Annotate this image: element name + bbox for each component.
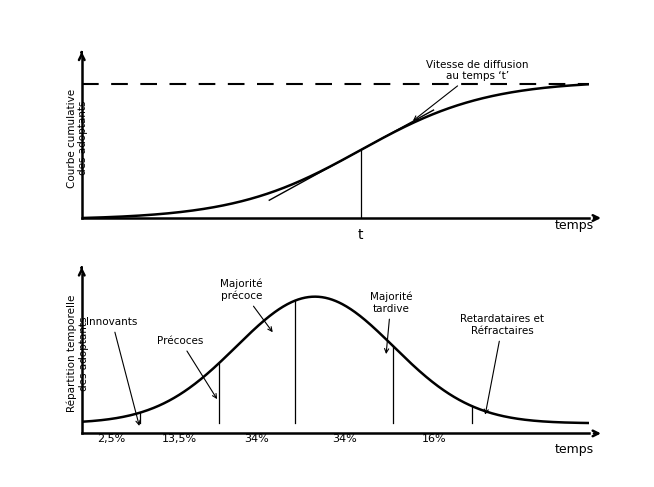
Text: 34%: 34%	[332, 434, 356, 444]
Text: Retardataires et
Réfractaires: Retardataires et Réfractaires	[460, 314, 544, 413]
Text: temps: temps	[555, 443, 594, 455]
Text: 16%: 16%	[422, 434, 446, 444]
Text: 2,5%: 2,5%	[97, 434, 126, 444]
Text: 13,5%: 13,5%	[162, 434, 197, 444]
Text: t: t	[358, 228, 363, 242]
Text: 34%: 34%	[244, 434, 269, 444]
Text: Majorité
tardive: Majorité tardive	[370, 292, 412, 353]
Text: Innovants: Innovants	[86, 317, 140, 425]
Text: Vitesse de diffusion
au temps ‘t’: Vitesse de diffusion au temps ‘t’	[414, 60, 528, 120]
Text: Précoces: Précoces	[158, 336, 216, 398]
Y-axis label: Répartition temporelle
des adoptants: Répartition temporelle des adoptants	[67, 295, 89, 412]
Text: temps: temps	[555, 219, 594, 232]
Y-axis label: Courbe cumulative
des adoptants: Courbe cumulative des adoptants	[67, 89, 88, 188]
Text: Majorité
précoce: Majorité précoce	[220, 279, 272, 331]
